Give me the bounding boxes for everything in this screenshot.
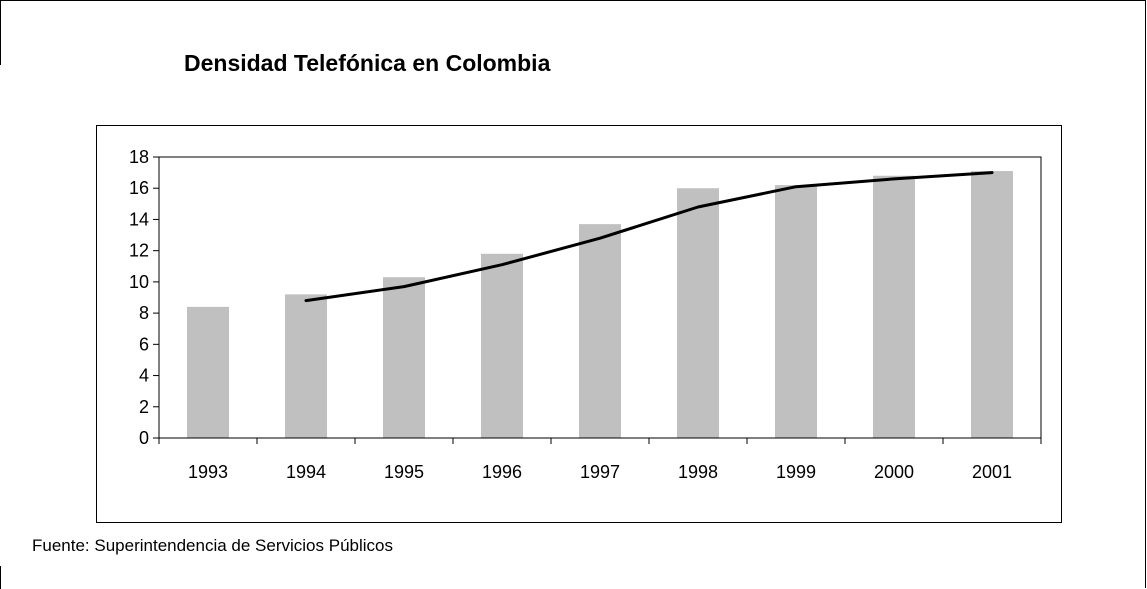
y-tick-label-2: 2 <box>139 397 149 417</box>
x-tick-label-1998: 1998 <box>678 462 718 482</box>
page-left-edge-bottom <box>0 566 1 589</box>
trend-line <box>304 171 994 303</box>
y-tick-label-18: 18 <box>129 147 149 167</box>
y-tick-label-10: 10 <box>129 272 149 292</box>
bar-1996 <box>481 253 523 438</box>
x-tick-label-2001: 2001 <box>972 462 1012 482</box>
x-tick-label-1999: 1999 <box>776 462 816 482</box>
bar-1998 <box>677 188 719 438</box>
y-tick-label-6: 6 <box>139 334 149 354</box>
x-tick-label-1994: 1994 <box>286 462 326 482</box>
bar-1995 <box>383 277 425 438</box>
x-tick-label-1996: 1996 <box>482 462 522 482</box>
bar-2000 <box>873 175 915 438</box>
y-tick-label-16: 16 <box>129 178 149 198</box>
bar-2001 <box>971 171 1013 439</box>
x-tick-label-1993: 1993 <box>188 462 228 482</box>
source-note: Fuente: Superintendencia de Servicios Pú… <box>32 536 393 555</box>
bar-1997 <box>579 224 621 438</box>
y-tick-label-14: 14 <box>129 209 149 229</box>
y-tick-label-12: 12 <box>129 241 149 261</box>
y-tick-label-4: 4 <box>139 366 149 386</box>
bar-1994 <box>285 294 327 438</box>
y-tick-label-8: 8 <box>139 303 149 323</box>
x-tick-label-2000: 2000 <box>874 462 914 482</box>
page-left-edge <box>0 0 1 65</box>
plot-area-border <box>158 156 1042 439</box>
x-tick-label-1995: 1995 <box>384 462 424 482</box>
line-layer <box>304 171 994 303</box>
y-tick-label-0: 0 <box>139 428 149 448</box>
chart-box <box>96 125 1062 523</box>
bar-1999 <box>775 185 817 438</box>
x-tick-label-1997: 1997 <box>580 462 620 482</box>
chart-title: Densidad Telefónica en Colombia <box>184 50 551 76</box>
bars-layer <box>187 171 1013 439</box>
axes-layer <box>153 156 1042 444</box>
bar-1993 <box>187 306 229 438</box>
labels-layer: 0 2 4 6 8 10 12 14 16 18 1993 1994 1995 1996 1997 1998 1… <box>129 147 1012 482</box>
